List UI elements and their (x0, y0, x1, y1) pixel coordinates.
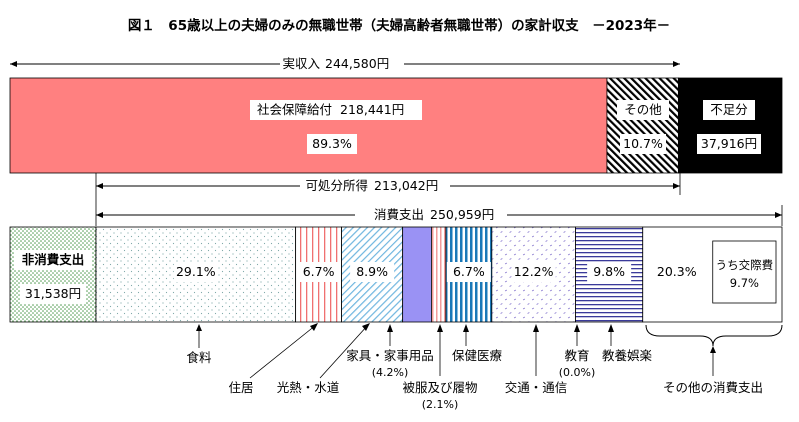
label-utilities: 光熱・水道 (277, 380, 340, 395)
disposable-income-label: 可処分所得 (305, 178, 368, 193)
non-consumption-value: 31,538円 (25, 286, 81, 301)
disposable-income-value: 213,042円 (374, 178, 438, 193)
entertainment-expense-percent: 9.7% (730, 276, 759, 290)
disposable-arrow-right (673, 183, 680, 189)
leader-medical-arrow (463, 324, 469, 332)
leader-education-arrow (574, 324, 580, 332)
leader-housing (249, 324, 317, 379)
expenditure-percent-bg-6 (511, 262, 556, 282)
entertainment-expense-box (712, 240, 777, 304)
label-clothing-percent: (2.1%) (422, 398, 459, 411)
label-education-percent: (0.0%) (559, 366, 596, 379)
social-security-percent: 89.3% (312, 136, 352, 151)
leader-food-arrow (196, 324, 202, 331)
expenditure-percent-9: 20.3% (657, 264, 697, 279)
expenditure-percent-bg-1 (296, 262, 341, 282)
label-education: 教育 (564, 348, 589, 363)
expenditure-labels: 食料 住居 光熱・水道 家具・家事用品 (4.2%) 被服及び履物 (2.1%)… (186, 323, 783, 411)
label-food: 食料 (186, 350, 212, 365)
expenditure-percent-2: 8.9% (356, 264, 388, 279)
leader-utilities (319, 324, 369, 379)
income-label: 実収入 (282, 56, 320, 71)
income-other-percent: 10.7% (623, 136, 663, 151)
expenditure-percent-bg-8 (587, 262, 632, 282)
deficit-value: 37,916円 (701, 136, 757, 151)
label-housing: 住居 (228, 380, 253, 395)
expenditure-bar-4 (431, 226, 447, 323)
expenditure-percent-0: 29.1% (176, 264, 216, 279)
disposable-arrow-left (96, 183, 103, 189)
expenditure-label: 消費支出 (374, 207, 424, 222)
leader-clothing-arrow (437, 324, 443, 332)
income-value: 244,580円 (325, 56, 389, 71)
entertainment-expense-label: うち交際費 (716, 258, 774, 272)
leader-other-consumption-arrow (710, 346, 716, 353)
disposable-income-span: 可処分所得 213,042円 (95, 173, 681, 226)
chart-title: 図１ 65歳以上の夫婦のみの無職世帯（夫婦高齢者無職世帯）の家計収支 －2023… (128, 17, 670, 34)
non-consumption-segment: 非消費支出 31,538円 (9, 226, 97, 323)
expenditure-percent-bg-0 (173, 262, 218, 282)
expenditure-percent-bg-5 (446, 262, 491, 282)
income-arrow-right (673, 61, 680, 67)
label-other-consumption: その他の消費支出 (663, 380, 763, 395)
expenditure-percent-8: 9.8% (593, 264, 625, 279)
income-segment-other (606, 77, 679, 174)
expenditure-percent-bg-9 (654, 262, 699, 282)
expenditure-percent-5: 6.7% (453, 264, 485, 279)
expenditure-arrow-left (96, 212, 103, 218)
expenditure-value: 250,959円 (430, 207, 494, 222)
expenditure-items: 29.1% 6.7% 8.9% 6.7% 12.2% 9.8% 20.3% うち交際費 9.7% (95, 226, 783, 323)
label-clothing: 被服及び履物 (402, 380, 477, 395)
label-transport: 交通・通信 (505, 380, 568, 395)
income-arrow-left (10, 61, 17, 67)
expenditure-percent-1: 6.7% (303, 264, 335, 279)
expenditure-bar-3 (402, 226, 432, 323)
income-other-label: その他 (624, 102, 662, 117)
label-furniture: 家具・家事用品 (346, 348, 434, 363)
deficit-label: 不足分 (710, 102, 748, 117)
leader-furniture-arrow (387, 324, 393, 332)
label-furniture-percent: (4.2%) (372, 366, 409, 379)
leader-recreation-arrow (608, 324, 614, 332)
income-span: 実収入 244,580円 (10, 55, 680, 73)
social-security-label: 社会保障給付 (257, 102, 332, 117)
non-consumption-label: 非消費支出 (22, 252, 85, 267)
income-segment-deficit (677, 77, 783, 174)
label-recreation: 教養娯楽 (602, 348, 653, 363)
expenditure-span: 消費支出 250,959円 (96, 205, 783, 226)
expenditure-arrow-right (775, 212, 782, 218)
expenditure-percent-bg-2 (350, 262, 395, 282)
income-segment-social-security (9, 77, 608, 174)
label-medical: 保健医療 (452, 348, 503, 363)
leader-transport-arrow (533, 324, 539, 332)
expenditure-percent-6: 12.2% (514, 264, 554, 279)
brace-other-consumption (645, 324, 783, 347)
leader-utilities-arrow (362, 323, 370, 331)
leader-housing-arrow (310, 323, 318, 331)
social-security-value: 218,441円 (340, 102, 404, 117)
non-consumption-rect (9, 226, 97, 323)
